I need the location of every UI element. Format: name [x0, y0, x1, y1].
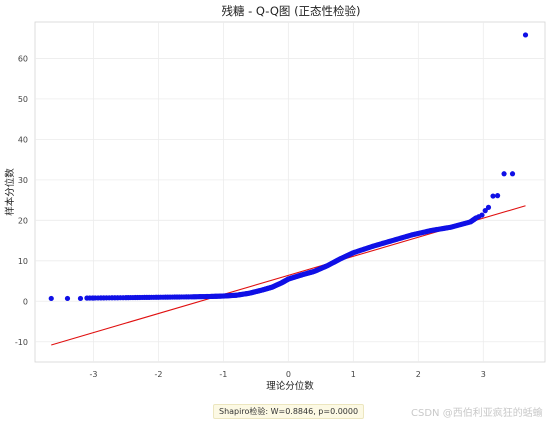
y-axis-label: 样本分位数 [4, 168, 16, 216]
x-tick-label: 1 [351, 370, 356, 379]
y-tick-label: 30 [18, 176, 28, 185]
shapiro-stat-label: Shapiro检验: W=0.8846, p=0.0000 [213, 404, 365, 419]
x-tick-label: 3 [481, 370, 486, 379]
y-tick-label: 0 [23, 297, 28, 306]
y-tick-label: 50 [18, 95, 28, 104]
data-point [501, 171, 507, 177]
x-tick-label: 2 [416, 370, 421, 379]
data-points [48, 32, 529, 302]
data-point [494, 193, 501, 199]
plot-area [34, 21, 546, 363]
watermark: CSDN @西伯利亚疯狂的蛞蝓 [411, 408, 543, 419]
y-tick-label: 20 [18, 216, 28, 225]
data-point [490, 193, 496, 199]
data-point [48, 295, 54, 302]
x-tick-label: -2 [154, 370, 162, 379]
data-point [479, 212, 485, 218]
y-tick-label: 40 [18, 135, 28, 144]
data-point [77, 295, 84, 302]
data-point [522, 32, 529, 38]
x-axis-label: 理论分位数 [266, 380, 314, 392]
data-point [90, 295, 97, 301]
data-point [64, 295, 71, 302]
y-tick-label: 10 [18, 257, 28, 266]
y-tick-label: 60 [18, 54, 28, 63]
data-point [84, 295, 90, 301]
x-tick-label: -1 [219, 370, 227, 379]
y-tick-label: -10 [15, 338, 28, 347]
data-point [482, 208, 488, 214]
grid-lines [35, 22, 545, 362]
x-tick-label: -3 [89, 370, 97, 379]
chart-title: 残糖 - Q-Q图 (正态性检验) [221, 4, 360, 18]
data-point [509, 171, 516, 177]
x-tick-label: 0 [286, 370, 291, 379]
data-point [485, 204, 492, 210]
